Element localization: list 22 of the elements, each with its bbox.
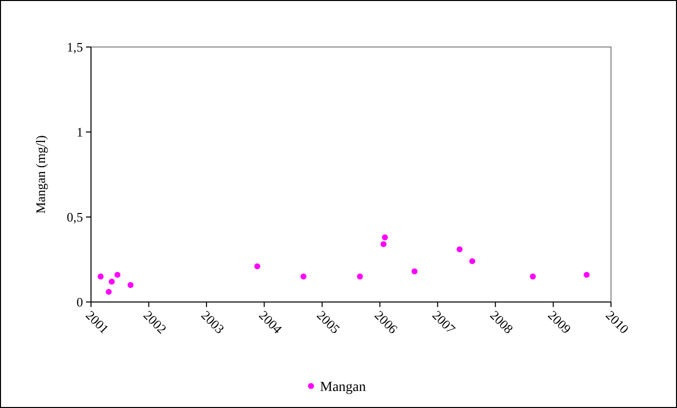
point (456, 246, 463, 252)
point (114, 272, 120, 278)
point (128, 282, 134, 288)
point (380, 241, 386, 248)
point (108, 278, 115, 285)
legend-label: Mangan (320, 380, 366, 395)
point (584, 272, 590, 278)
point (356, 274, 363, 280)
point (300, 274, 306, 280)
point (530, 274, 536, 280)
point (106, 288, 112, 295)
point (469, 258, 476, 264)
point (98, 274, 104, 280)
y-tick-label: 1 (76, 124, 83, 140)
point (382, 234, 388, 240)
y-tick-label: 1,5 (66, 40, 83, 55)
point (254, 263, 260, 270)
y-tick-label: 0 (76, 294, 83, 310)
y-tick-label: 0,5 (66, 210, 83, 225)
x-tick-label: 2007 (429, 308, 459, 337)
point (412, 268, 418, 274)
y-axis-title: Mangan (mg/l) (33, 135, 48, 214)
